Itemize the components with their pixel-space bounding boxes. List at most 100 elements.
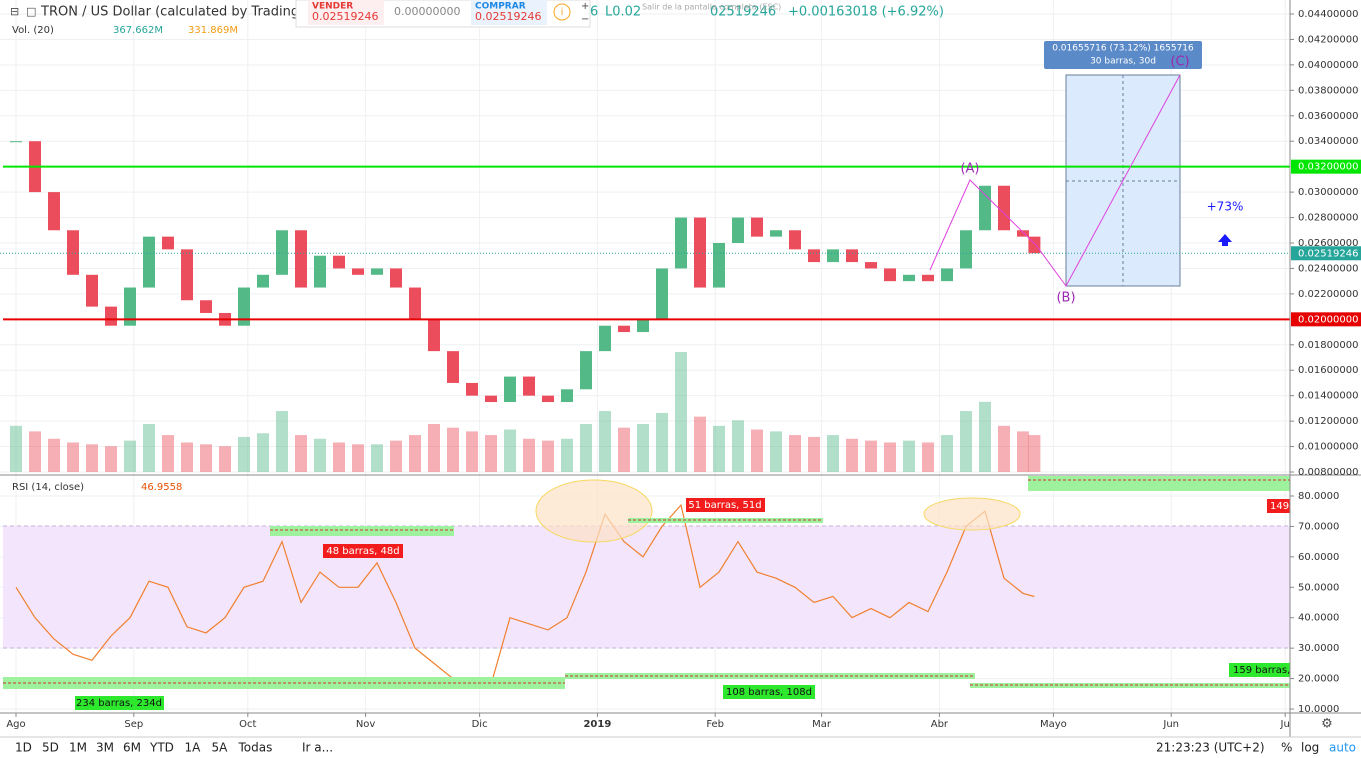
candle — [238, 287, 250, 326]
collapse-icon[interactable]: ⊟ — [10, 5, 19, 18]
projection-text: 0.01655716 (73.12%) 1655716 — [1052, 44, 1194, 54]
range-label-bg — [1267, 499, 1290, 513]
candle — [713, 243, 725, 288]
volume-bar — [884, 442, 896, 472]
volume-bar — [466, 431, 478, 472]
candle — [504, 376, 516, 403]
last-price-label: 0.02519246 — [1298, 248, 1358, 259]
y-tick-label: 0.03000000 — [1298, 187, 1358, 198]
collapse-icon[interactable]: □ — [26, 5, 36, 18]
volume-bar — [295, 435, 307, 472]
projection-text: 30 barras, 30d — [1090, 57, 1156, 67]
x-tick-label: Mar — [812, 719, 832, 730]
candle — [371, 268, 383, 275]
candle — [979, 185, 991, 231]
rsi-label: RSI (14, close) — [12, 482, 84, 493]
volume-bar — [314, 438, 326, 472]
toolbar-button[interactable]: 5A — [212, 741, 229, 755]
abc-lines — [929, 74, 1181, 287]
toolbar-button[interactable]: 6M — [123, 741, 141, 755]
ellipse — [923, 497, 1021, 531]
y-tick-label: 0.02400000 — [1298, 263, 1358, 274]
volume-bar — [732, 420, 744, 472]
candle — [580, 351, 592, 390]
info-icon[interactable] — [553, 3, 571, 21]
toolbar-button[interactable]: Todas — [238, 741, 273, 755]
rsi-tick-label: 70.0000 — [1298, 521, 1339, 532]
candle — [143, 236, 155, 288]
x-tick-label: Oct — [239, 719, 256, 730]
scale-option[interactable]: % — [1281, 741, 1292, 755]
candle — [561, 389, 573, 403]
volume-bar — [371, 444, 383, 472]
range-label-bg — [75, 696, 164, 710]
volume-bar — [770, 431, 782, 472]
plus[interactable]: + — [581, 1, 589, 12]
volume-bar — [694, 416, 706, 472]
volume-bar — [1017, 431, 1029, 472]
candle — [732, 217, 744, 243]
y-tick-label: 0.02200000 — [1298, 289, 1358, 300]
x-tick-label: Feb — [706, 719, 724, 730]
candle — [523, 376, 535, 396]
candle — [1017, 230, 1029, 237]
volume-bar — [10, 425, 22, 472]
range-zone — [270, 526, 454, 536]
scale-option[interactable]: log — [1301, 741, 1319, 755]
candle — [67, 230, 79, 275]
x-tick-label: Ago — [6, 719, 25, 730]
y-tick-label: 0.01600000 — [1298, 365, 1358, 376]
buy-label: COMPRAR — [475, 2, 526, 12]
volume-bar — [428, 424, 440, 472]
volume-bar — [618, 427, 630, 472]
candle — [86, 274, 98, 307]
sell-button[interactable] — [308, 0, 384, 25]
candle — [599, 325, 611, 352]
volume-bar — [143, 424, 155, 472]
y-tick-label: 0.01400000 — [1298, 391, 1358, 402]
y-tick-label: 0.04200000 — [1298, 34, 1358, 45]
info-icon[interactable]: i — [561, 7, 564, 18]
range-label-bg — [686, 498, 765, 512]
y-tick-label: 0.04000000 — [1298, 60, 1358, 71]
toolbar-button[interactable]: 1A — [185, 741, 202, 755]
legend-partial: 6 — [590, 5, 598, 20]
buy-price: 0.02519246 — [475, 10, 541, 23]
rsi-value: 46.9558 — [141, 482, 182, 493]
candle — [200, 300, 212, 313]
toolbar-button[interactable]: YTD — [149, 741, 174, 755]
scale-option[interactable]: auto — [1329, 741, 1356, 755]
volume-bar — [333, 442, 345, 472]
toolbar-button[interactable]: Ir a... — [302, 741, 333, 755]
volume-bar — [523, 438, 535, 472]
buy-button[interactable] — [471, 0, 547, 25]
candle — [181, 249, 193, 301]
arrow-up — [1218, 234, 1232, 246]
rsi-tick-label: 20.0000 — [1298, 674, 1339, 685]
level-label-bg — [1291, 312, 1361, 327]
candle — [960, 230, 972, 269]
candle — [409, 287, 421, 320]
x-tick-label: Sep — [124, 719, 143, 730]
x-tick-label: Abr — [931, 719, 949, 730]
volume-bar — [846, 438, 858, 472]
toolbar-button[interactable]: 3M — [96, 741, 114, 755]
candle — [941, 268, 953, 282]
x-tick-label: Dic — [472, 719, 488, 730]
toolbar-button[interactable]: 1D — [15, 741, 32, 755]
toolbar-button[interactable]: 5D — [42, 741, 59, 755]
volume-value: 367.662M — [113, 25, 163, 36]
volume-bar — [409, 435, 421, 472]
minus[interactable]: − — [581, 14, 589, 25]
volume-bar — [542, 440, 554, 472]
candle — [751, 217, 763, 237]
volume-bar — [751, 429, 763, 472]
settings-icon[interactable]: ⚙ — [1321, 717, 1333, 732]
volume-label: Vol. (20) — [12, 25, 54, 36]
volume-bar — [808, 436, 820, 472]
volume-bar — [960, 411, 972, 472]
range-zone — [1028, 476, 1290, 491]
toolbar-button[interactable]: 1M — [69, 741, 87, 755]
range-label: 108 barras, 108d — [726, 687, 812, 698]
candle — [10, 141, 22, 143]
